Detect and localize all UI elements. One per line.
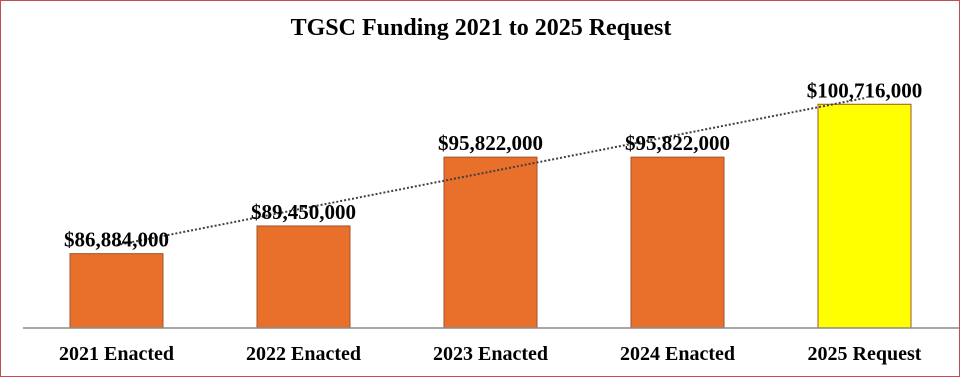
bar-2022-enacted <box>256 225 351 329</box>
trendline <box>116 97 865 247</box>
bars-layer <box>69 103 912 329</box>
bar-2025-request <box>817 103 912 329</box>
x-tick-label: 2021 Enacted <box>59 343 174 365</box>
chart-title: TGSC Funding 2021 to 2025 Request <box>291 15 672 41</box>
trendline-layer <box>116 97 865 247</box>
data-labels-layer: $86,884,000 $89,450,000 $95,822,000 $95,822… <box>64 78 922 251</box>
data-label: $100,716,000 <box>807 78 923 102</box>
x-tick-label: 2025 Request <box>808 343 922 365</box>
data-label: $95,822,000 <box>438 131 543 155</box>
bar-2023-enacted <box>443 156 538 329</box>
data-label: $89,450,000 <box>251 200 356 224</box>
x-tick-labels: 2021 Enacted 2022 Enacted 2023 Enacted 2024… <box>59 343 922 365</box>
bar-2021-enacted <box>69 253 164 329</box>
data-label: $86,884,000 <box>64 228 169 252</box>
x-tick-label: 2024 Enacted <box>620 343 735 365</box>
x-tick-label: 2023 Enacted <box>433 343 548 365</box>
x-tick-label: 2022 Enacted <box>246 343 361 365</box>
bar-2024-enacted <box>630 156 725 329</box>
data-label: $95,822,000 <box>625 131 730 155</box>
